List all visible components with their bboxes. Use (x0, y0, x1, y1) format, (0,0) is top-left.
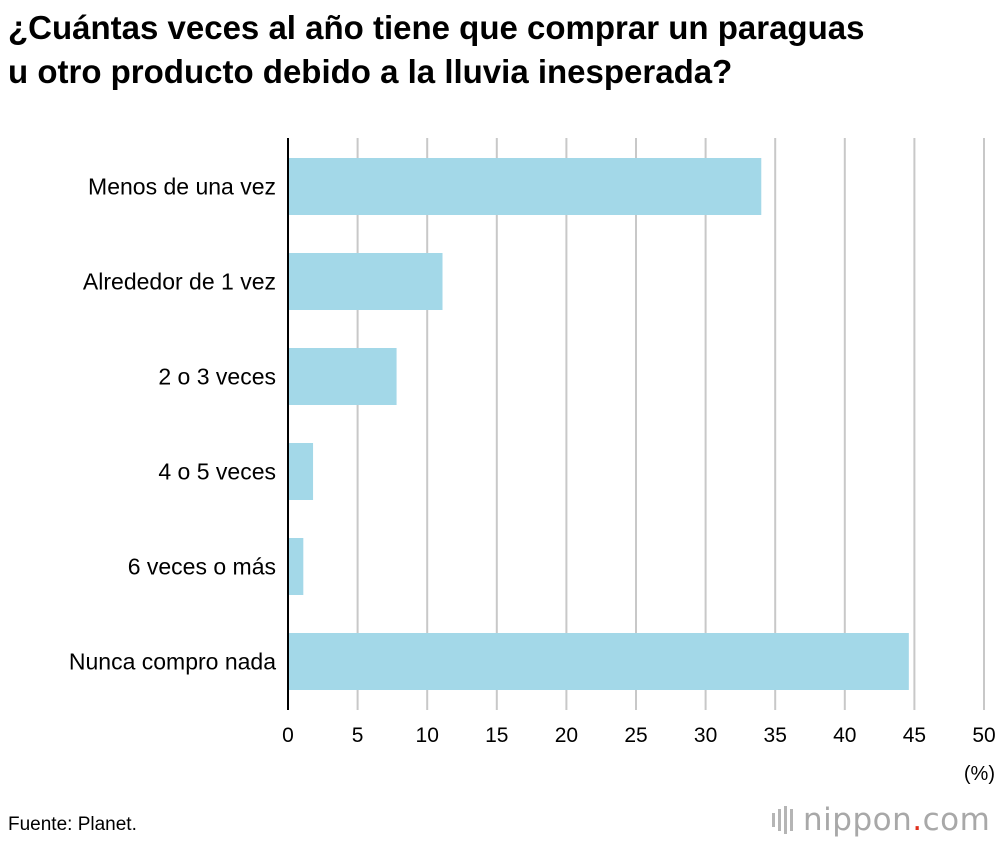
category-label: Nunca compro nada (69, 649, 276, 675)
category-label: 6 veces o más (128, 554, 276, 580)
category-label: 4 o 5 veces (158, 459, 276, 485)
x-tick-label: 20 (555, 724, 578, 747)
nippon-logo: nippon.com (772, 800, 990, 840)
nippon-logo-text: nippon.com (803, 802, 990, 838)
x-tick-label: 10 (416, 724, 439, 747)
bar (288, 158, 762, 215)
logo-dot: . (912, 802, 923, 838)
bars (288, 158, 909, 690)
bar (288, 538, 304, 595)
category-label: 2 o 3 veces (158, 364, 276, 390)
chart-title-line-2: u otro producto debido a la lluvia inesp… (8, 53, 733, 90)
x-axis-unit-label: (%) (964, 763, 995, 785)
x-tick-label: 45 (903, 724, 926, 747)
x-tick-label: 25 (624, 724, 647, 747)
x-tick-label: 40 (833, 724, 856, 747)
nippon-logo-mark-icon (772, 806, 793, 834)
x-tick-label: 0 (282, 724, 294, 747)
category-label: Menos de una vez (88, 174, 276, 200)
category-labels: Menos de una vez Alrededor de 1 vez 2 o 3 … (69, 174, 276, 675)
category-label: Alrededor de 1 vez (83, 269, 276, 295)
x-tick-label: 30 (694, 724, 717, 747)
bar (288, 348, 397, 405)
chart-title: ¿Cuántas veces al año tiene que comprar … (8, 6, 998, 94)
chart-title-line-1: ¿Cuántas veces al año tiene que comprar … (8, 9, 865, 46)
x-tick-label: 15 (485, 724, 508, 747)
gridlines (356, 138, 985, 710)
x-tick-label: 5 (352, 724, 364, 747)
x-tick-labels: 0 5 10 15 20 25 30 35 40 45 50 (282, 724, 996, 747)
bar (288, 443, 314, 500)
logo-main: nippon (803, 802, 913, 838)
x-tick-label: 35 (764, 724, 787, 747)
logo-suffix: com (922, 802, 991, 838)
bar (288, 253, 443, 310)
x-tick-label: 50 (972, 724, 995, 747)
source-note: Fuente: Planet. (8, 814, 137, 835)
bar (288, 633, 909, 690)
